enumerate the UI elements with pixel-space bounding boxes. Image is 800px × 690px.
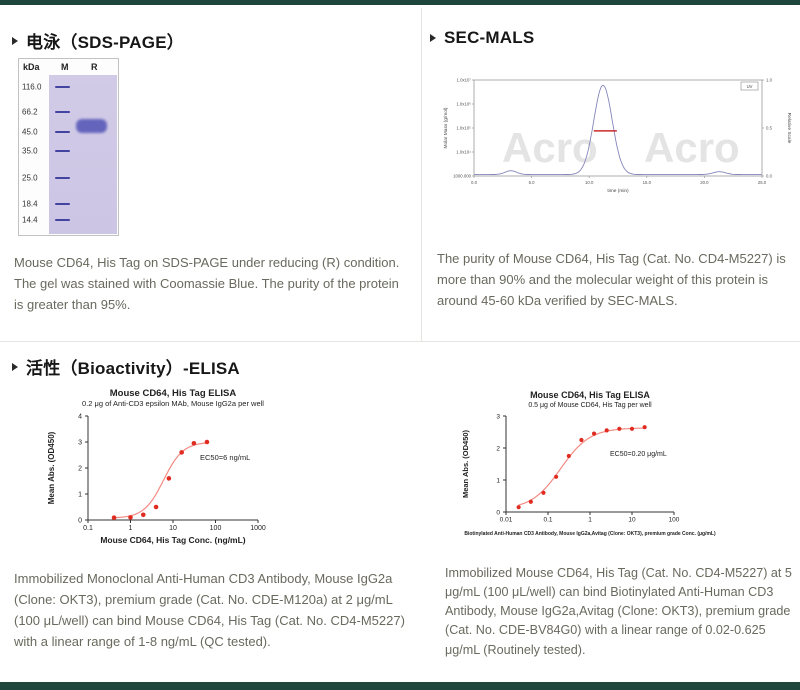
- gel-marker-label: 116.0: [22, 82, 42, 92]
- svg-text:Mouse CD64, His Tag ELISA: Mouse CD64, His Tag ELISA: [530, 390, 650, 400]
- svg-text:15.0: 15.0: [643, 180, 652, 185]
- svg-text:10: 10: [628, 517, 636, 524]
- svg-text:2: 2: [78, 465, 82, 472]
- section-header-sec-mals: SEC-MALS: [430, 28, 534, 48]
- bioactivity-right-caption: Immobilized Mouse CD64, His Tag (Cat. No…: [445, 566, 792, 657]
- gel-ladder-band: [55, 219, 70, 222]
- svg-text:0.0: 0.0: [766, 174, 773, 179]
- section-title-bioactivity: 活性（Bioactivity）-ELISA: [26, 359, 240, 378]
- section-title-sds-page: 电泳（SDS-PAGE）: [26, 33, 184, 52]
- svg-text:0.5 μg of Mouse CD64, His Tag: 0.5 μg of Mouse CD64, His Tag per well: [528, 402, 652, 409]
- svg-text:1.0x10⁷: 1.0x10⁷: [457, 78, 472, 83]
- svg-text:100: 100: [669, 517, 680, 524]
- svg-text:UV: UV: [747, 84, 753, 89]
- svg-text:1: 1: [496, 477, 500, 484]
- svg-text:10: 10: [169, 525, 177, 532]
- sds-page-gel-figure: kDa M R 116.0 66.2 45.0 35.0 25.0 18.4 14.4: [18, 58, 119, 236]
- sds-page-caption: Mouse CD64, His Tag on SDS-PAGE under re…: [14, 255, 400, 313]
- top-accent-bar: [0, 0, 800, 5]
- svg-text:time (min): time (min): [607, 188, 629, 194]
- svg-text:1.0x10⁵: 1.0x10⁵: [456, 126, 471, 131]
- svg-text:Mouse CD64, His Tag ELISA: Mouse CD64, His Tag ELISA: [110, 388, 237, 399]
- svg-text:1000.000: 1000.000: [453, 174, 472, 179]
- svg-text:Mouse CD64, His Tag Conc. (ng/: Mouse CD64, His Tag Conc. (ng/mL): [100, 535, 245, 545]
- svg-text:0.01: 0.01: [500, 517, 513, 524]
- svg-text:Acro: Acro: [502, 124, 598, 171]
- section-header-bioactivity: 活性（Bioactivity）-ELISA: [12, 354, 240, 379]
- gel-image-area: [49, 75, 117, 234]
- svg-text:1.0: 1.0: [766, 78, 773, 83]
- svg-text:0.1: 0.1: [83, 525, 93, 532]
- svg-text:1.0x10⁶: 1.0x10⁶: [456, 102, 471, 107]
- svg-text:3: 3: [496, 413, 500, 420]
- svg-text:Molar Mass (g/mol): Molar Mass (g/mol): [443, 107, 449, 148]
- gel-marker-label: 14.4: [22, 215, 38, 225]
- svg-text:Acro: Acro: [644, 124, 740, 171]
- svg-text:5.0: 5.0: [529, 180, 536, 185]
- svg-text:1: 1: [588, 517, 592, 524]
- elisa-chart-right: Mouse CD64, His Tag ELISA 0.5 μg of Mouse…: [452, 386, 717, 564]
- gel-marker-label: 66.2: [22, 107, 38, 117]
- gel-marker-label: 35.0: [22, 146, 38, 156]
- svg-text:1.0x10⁴: 1.0x10⁴: [456, 150, 471, 155]
- svg-text:0: 0: [496, 509, 500, 516]
- bioactivity-left-caption: Immobilized Monoclonal Anti-Human CD3 An…: [14, 571, 405, 650]
- svg-text:0.5: 0.5: [766, 126, 773, 131]
- svg-text:0.1: 0.1: [543, 517, 552, 524]
- gel-ladder-band: [55, 149, 70, 152]
- svg-text:3: 3: [78, 439, 82, 446]
- gel-ladder-band: [55, 177, 70, 180]
- gel-ladder-band: [55, 202, 70, 205]
- elisa-chart-left: Mouse CD64, His Tag ELISA 0.2 μg of Anti-…: [40, 382, 290, 562]
- gel-marker-label: 45.0: [22, 127, 38, 137]
- svg-text:Relative Scale: Relative Scale: [786, 113, 792, 144]
- svg-text:4: 4: [78, 413, 82, 420]
- svg-text:EC50=0.20 μg/mL: EC50=0.20 μg/mL: [610, 451, 667, 458]
- sec-mals-chart: Acro Acro 1.0x10⁷ 1.0x10⁶ 1.0x10⁵ 1.0x10⁴ 1000…: [440, 72, 792, 210]
- svg-text:Mean Abs. (OD450): Mean Abs. (OD450): [47, 431, 56, 504]
- sec-mals-caption: The purity of Mouse CD64, His Tag (Cat. …: [437, 251, 786, 309]
- bottom-accent-bar: [0, 682, 800, 690]
- gel-lane-m-label: M: [61, 62, 69, 72]
- section-header-sds-page: 电泳（SDS-PAGE）: [12, 28, 184, 53]
- svg-text:100: 100: [210, 525, 222, 532]
- gel-marker-label: 18.4: [22, 199, 38, 209]
- svg-text:2: 2: [496, 445, 500, 452]
- svg-text:0: 0: [78, 517, 82, 524]
- column-divider: [421, 8, 422, 341]
- svg-text:1: 1: [129, 525, 133, 532]
- svg-text:EC50=6 ng/mL: EC50=6 ng/mL: [200, 453, 250, 462]
- gel-marker-label: 25.0: [22, 173, 38, 183]
- svg-text:1: 1: [78, 491, 82, 498]
- svg-text:10.0: 10.0: [585, 180, 594, 185]
- svg-text:25.0: 25.0: [758, 180, 767, 185]
- gel-ladder-band: [55, 85, 70, 88]
- svg-text:20.0: 20.0: [700, 180, 709, 185]
- svg-text:1000: 1000: [250, 525, 266, 532]
- gel-ladder-band: [55, 131, 70, 134]
- svg-text:Mean Abs. (OD450): Mean Abs. (OD450): [461, 429, 470, 498]
- gel-lane-r-label: R: [91, 62, 98, 72]
- section-title-sec-mals: SEC-MALS: [444, 28, 535, 47]
- triangle-bullet-icon: [12, 362, 18, 371]
- triangle-bullet-icon: [430, 34, 436, 42]
- svg-text:Biotinylated Anti-Human CD3 An: Biotinylated Anti-Human CD3 Antibody, Mo…: [464, 531, 716, 537]
- triangle-bullet-icon: [12, 36, 18, 45]
- gel-kda-label: kDa: [23, 62, 40, 72]
- svg-text:0.0: 0.0: [471, 180, 478, 185]
- section-divider: [0, 341, 800, 342]
- svg-text:0.2 μg of Anti-CD3 epsilon MAb: 0.2 μg of Anti-CD3 epsilon MAb, Mouse Ig…: [82, 399, 264, 408]
- gel-ladder-band: [55, 111, 70, 114]
- gel-sample-band: [76, 118, 107, 133]
